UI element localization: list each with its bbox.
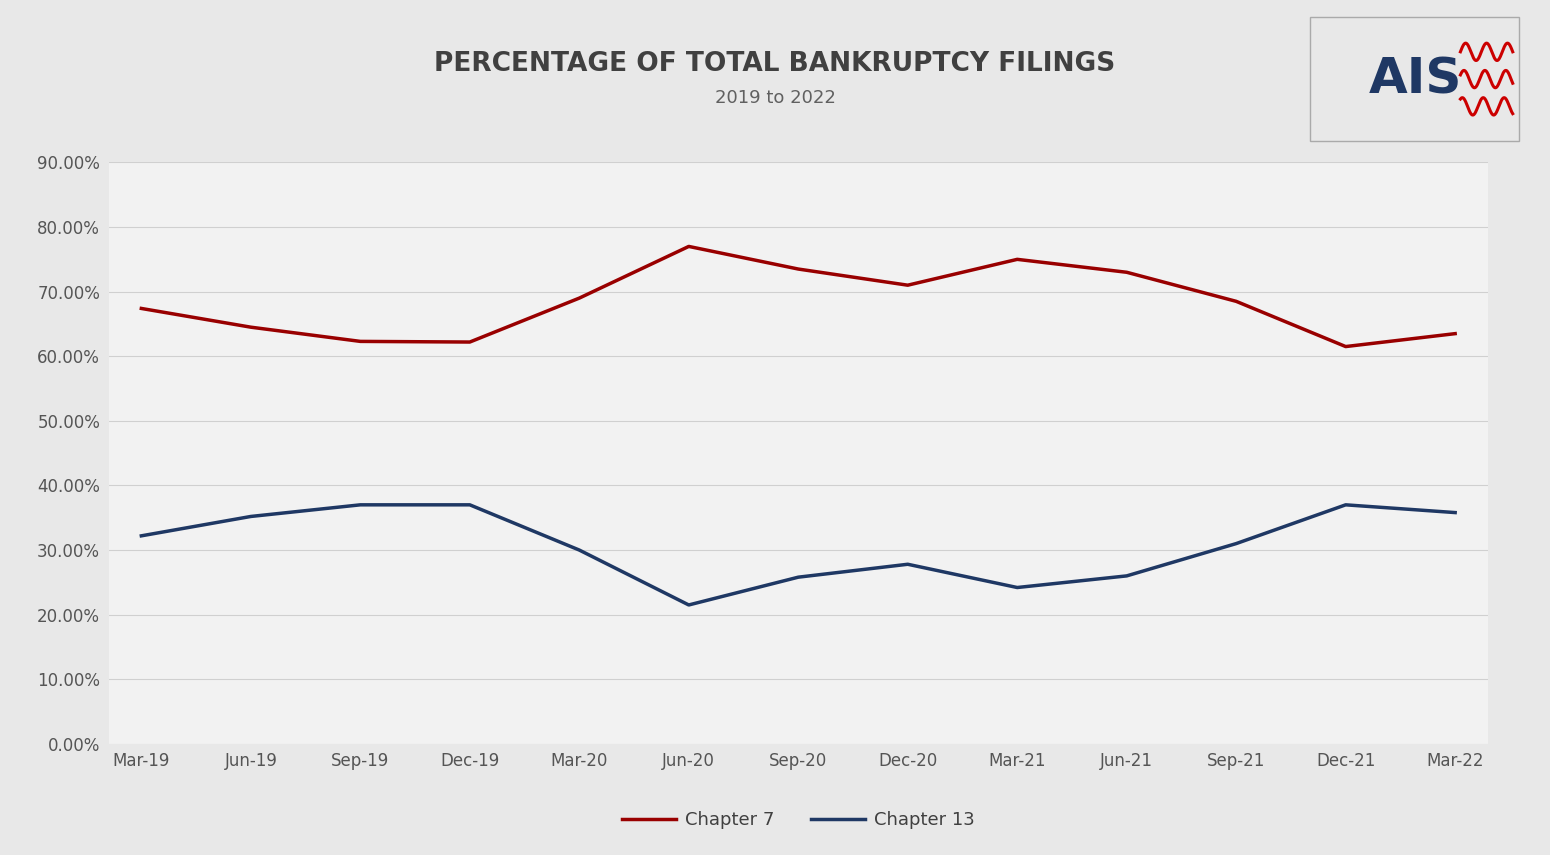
Text: 2019 to 2022: 2019 to 2022 xyxy=(715,89,835,108)
Legend: Chapter 7, Chapter 13: Chapter 7, Chapter 13 xyxy=(615,804,981,836)
Text: PERCENTAGE OF TOTAL BANKRUPTCY FILINGS: PERCENTAGE OF TOTAL BANKRUPTCY FILINGS xyxy=(434,51,1116,77)
Text: AIS: AIS xyxy=(1369,55,1462,103)
